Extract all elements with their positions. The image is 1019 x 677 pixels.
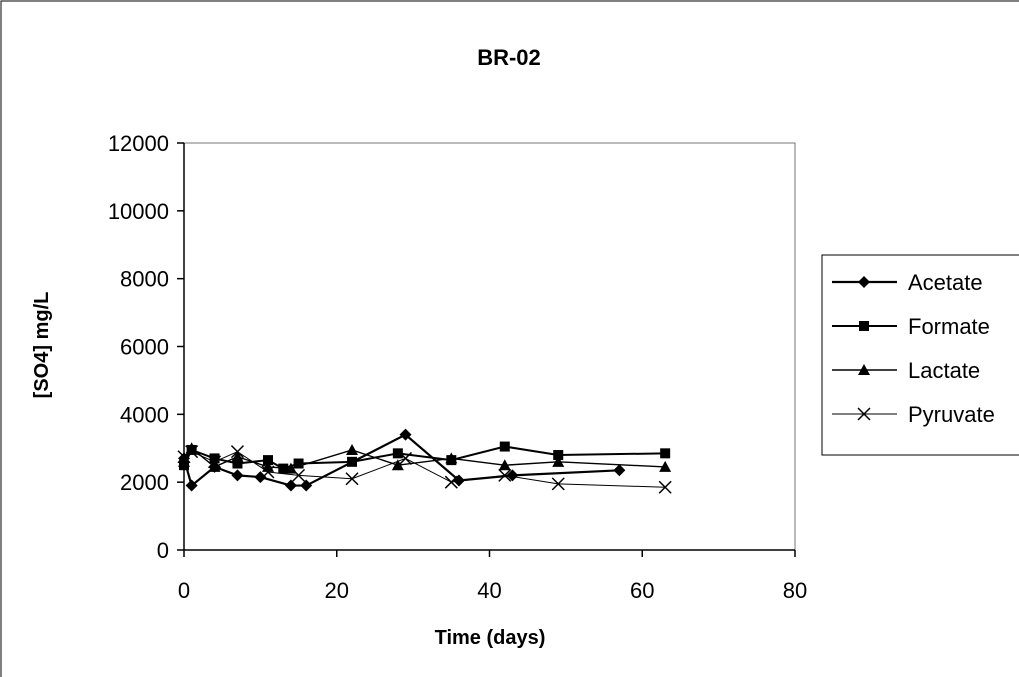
data-point-acetate [284, 479, 297, 492]
x-marker-stroke [658, 480, 672, 494]
legend-label-formate: Formate [908, 314, 990, 339]
data-point-acetate [399, 428, 412, 441]
x-marker-stroke [185, 445, 199, 459]
y-tick-label: 10000 [108, 199, 169, 224]
x-axis-title: Time (days) [435, 627, 546, 649]
x-tick-label: 0 [178, 578, 190, 603]
data-point-formate [392, 448, 403, 459]
y-tick-label: 6000 [120, 335, 169, 360]
plot-area: 0 2000 4000 6000 8000 10000 12000 0 20 40 60 80 [108, 131, 807, 603]
data-point-pyruvate [444, 475, 458, 489]
data-point-pyruvate [261, 465, 275, 479]
data-point-formate [660, 448, 671, 459]
data-point-formate [293, 458, 304, 469]
data-point-pyruvate [177, 450, 191, 464]
legend-label-acetate: Acetate [908, 270, 983, 295]
legend-label-lactate: Lactate [908, 358, 980, 383]
x-marker-stroke [345, 472, 359, 486]
x-marker-stroke [551, 477, 565, 491]
y-tick-label: 4000 [120, 402, 169, 427]
series-line-lactate [183, 447, 666, 470]
y-tick-label: 2000 [120, 470, 169, 495]
data-point-formate [499, 441, 510, 452]
data-point-lactate [498, 459, 511, 471]
data-point-lactate [231, 450, 244, 462]
data-point-acetate [506, 469, 519, 482]
legend-marker-lactate [858, 364, 870, 375]
data-point-formate [209, 453, 220, 464]
y-tick-label: 8000 [120, 267, 169, 292]
x-marker-stroke [261, 465, 275, 479]
x-marker-stroke [230, 445, 244, 459]
chart-title: BR-02 [477, 45, 541, 70]
data-point-acetate [254, 471, 267, 484]
data-point-lactate [659, 460, 672, 472]
plot-border [183, 142, 796, 551]
data-point-pyruvate [185, 445, 199, 459]
data-point-lactate [445, 452, 458, 464]
legend-label-pyruvate: Pyruvate [908, 402, 995, 427]
data-point-lactate [178, 455, 190, 467]
y-axis-title: [SO4] mg/L [31, 292, 53, 399]
x-tick-label: 20 [325, 578, 349, 603]
data-point-lactate [346, 443, 359, 455]
x-tick-label: 60 [630, 578, 654, 603]
legend-box [821, 254, 1019, 456]
x-tick-label: 80 [783, 578, 807, 603]
data-point-acetate [185, 479, 198, 492]
legend: Acetate Formate Lactate Pyruvate [821, 254, 1019, 456]
legend-marker-pyruvate [857, 407, 871, 421]
data-point-acetate [613, 464, 626, 477]
x-marker-stroke [857, 407, 871, 421]
data-point-pyruvate [345, 472, 359, 486]
legend-marker-formate [859, 321, 869, 331]
x-marker-stroke [177, 450, 191, 464]
data-point-pyruvate [551, 477, 565, 491]
data-point-formate [553, 450, 564, 461]
x-marker-stroke [208, 455, 222, 469]
y-tick-label: 0 [157, 538, 169, 563]
data-point-pyruvate [208, 455, 222, 469]
data-point-formate [263, 455, 274, 466]
x-marker-stroke [444, 475, 458, 489]
x-marker-stroke [398, 451, 413, 465]
data-point-pyruvate [230, 445, 244, 459]
data-point-formate [347, 456, 358, 467]
series-line-pyruvate [183, 451, 666, 488]
data-point-formate [232, 458, 243, 469]
data-point-pyruvate [658, 480, 672, 494]
y-tick-label: 12000 [108, 131, 169, 156]
data-point-pyruvate [498, 468, 512, 482]
data-point-lactate [208, 460, 221, 472]
data-point-pyruvate [292, 468, 306, 482]
data-point-pyruvate [398, 451, 413, 465]
x-tick-label: 40 [477, 578, 501, 603]
legend-marker-acetate [858, 276, 870, 288]
data-point-acetate [231, 469, 244, 482]
data-point-lactate [391, 459, 404, 471]
x-marker-stroke [292, 468, 306, 482]
data-point-acetate [300, 479, 313, 492]
data-point-lactate [552, 455, 565, 467]
x-marker-stroke [498, 468, 512, 482]
data-point-lactate [185, 442, 198, 454]
